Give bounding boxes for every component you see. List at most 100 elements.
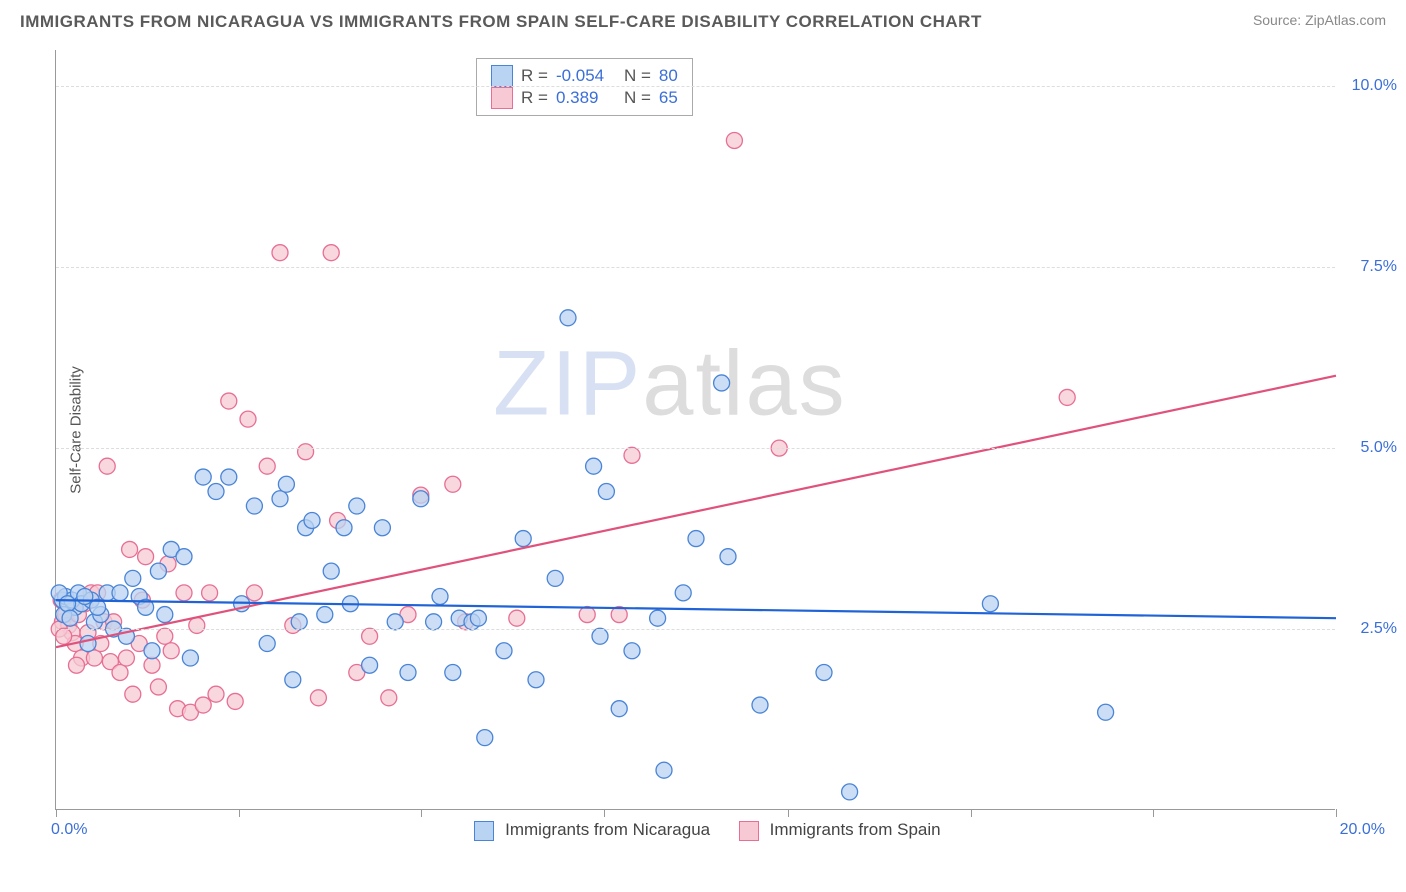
point-series-a: [1098, 704, 1114, 720]
point-series-a: [349, 498, 365, 514]
point-series-a: [688, 531, 704, 547]
point-series-b: [112, 664, 128, 680]
x-max-label: 20.0%: [1340, 821, 1385, 839]
r-value-a: -0.054: [556, 66, 616, 86]
y-axis-label: Self-Care Disability: [67, 366, 84, 494]
point-series-a: [816, 664, 832, 680]
point-series-a: [112, 585, 128, 601]
point-series-b: [579, 607, 595, 623]
point-series-a: [362, 657, 378, 673]
point-series-b: [310, 690, 326, 706]
point-series-a: [176, 549, 192, 565]
stats-row-a: R = -0.054 N = 80: [491, 65, 678, 87]
point-series-a: [80, 636, 96, 652]
point-series-a: [592, 628, 608, 644]
bottom-label-b: Immigrants from Spain: [770, 820, 941, 839]
point-series-b: [259, 458, 275, 474]
point-series-a: [477, 730, 493, 746]
point-series-a: [611, 701, 627, 717]
point-series-a: [426, 614, 442, 630]
point-series-a: [656, 762, 672, 778]
point-series-a: [336, 520, 352, 536]
n-value-b: 65: [659, 88, 678, 108]
x-tick: [1336, 809, 1337, 817]
point-series-b: [1059, 389, 1075, 405]
point-series-b: [227, 693, 243, 709]
point-series-a: [285, 672, 301, 688]
point-series-a: [586, 458, 602, 474]
point-series-b: [176, 585, 192, 601]
point-series-a: [125, 570, 141, 586]
point-series-a: [528, 672, 544, 688]
point-series-a: [304, 512, 320, 528]
point-series-b: [189, 617, 205, 633]
point-series-b: [362, 628, 378, 644]
r-label-a: R =: [521, 66, 548, 86]
point-series-b: [208, 686, 224, 702]
point-series-a: [720, 549, 736, 565]
x-tick: [239, 809, 240, 817]
point-series-a: [246, 498, 262, 514]
point-series-b: [323, 245, 339, 261]
n-label-a: N =: [624, 66, 651, 86]
point-series-a: [675, 585, 691, 601]
point-series-a: [195, 469, 211, 485]
x-tick: [1153, 809, 1154, 817]
bottom-swatch-a: [474, 821, 494, 841]
point-series-b: [624, 447, 640, 463]
chart-container: ZIPatlas Self-Care Disability 0.0% 20.0%…: [55, 50, 1385, 840]
r-label-b: R =: [521, 88, 548, 108]
point-series-b: [221, 393, 237, 409]
point-series-a: [445, 664, 461, 680]
point-series-a: [278, 476, 294, 492]
point-series-a: [714, 375, 730, 391]
point-series-b: [163, 643, 179, 659]
point-series-a: [60, 596, 76, 612]
point-series-b: [125, 686, 141, 702]
point-series-b: [157, 628, 173, 644]
point-series-b: [445, 476, 461, 492]
page-title: IMMIGRANTS FROM NICARAGUA VS IMMIGRANTS …: [20, 12, 982, 32]
point-series-a: [515, 531, 531, 547]
stats-row-b: R = 0.389 N = 65: [491, 87, 678, 109]
point-series-b: [86, 650, 102, 666]
x-tick: [56, 809, 57, 817]
point-series-a: [323, 563, 339, 579]
point-series-a: [387, 614, 403, 630]
plot-area: ZIPatlas Self-Care Disability 0.0% 20.0%…: [55, 50, 1335, 810]
bottom-swatch-b: [739, 821, 759, 841]
point-series-a: [400, 664, 416, 680]
point-series-a: [291, 614, 307, 630]
point-series-b: [509, 610, 525, 626]
point-series-a: [547, 570, 563, 586]
x-tick: [971, 809, 972, 817]
point-series-a: [144, 643, 160, 659]
point-series-a: [982, 596, 998, 612]
x-tick: [421, 809, 422, 817]
point-series-a: [560, 310, 576, 326]
y-tick-label: 10.0%: [1352, 77, 1397, 95]
grid-line: [56, 629, 1335, 630]
swatch-series-b: [491, 87, 513, 109]
point-series-a: [62, 610, 78, 626]
y-tick-label: 7.5%: [1361, 258, 1397, 276]
point-series-b: [726, 132, 742, 148]
point-series-a: [317, 607, 333, 623]
point-series-a: [624, 643, 640, 659]
point-series-a: [272, 491, 288, 507]
point-series-b: [56, 628, 72, 644]
x-tick: [604, 809, 605, 817]
point-series-b: [68, 657, 84, 673]
grid-line: [56, 86, 1335, 87]
point-series-b: [202, 585, 218, 601]
point-series-b: [381, 690, 397, 706]
point-series-a: [374, 520, 390, 536]
y-tick-label: 5.0%: [1361, 439, 1397, 457]
bottom-legend: Immigrants from Nicaragua Immigrants fro…: [56, 820, 1335, 841]
scatter-svg: [56, 50, 1336, 810]
point-series-a: [413, 491, 429, 507]
point-series-b: [246, 585, 262, 601]
y-tick-label: 2.5%: [1361, 620, 1397, 638]
point-series-b: [195, 697, 211, 713]
r-value-b: 0.389: [556, 88, 616, 108]
